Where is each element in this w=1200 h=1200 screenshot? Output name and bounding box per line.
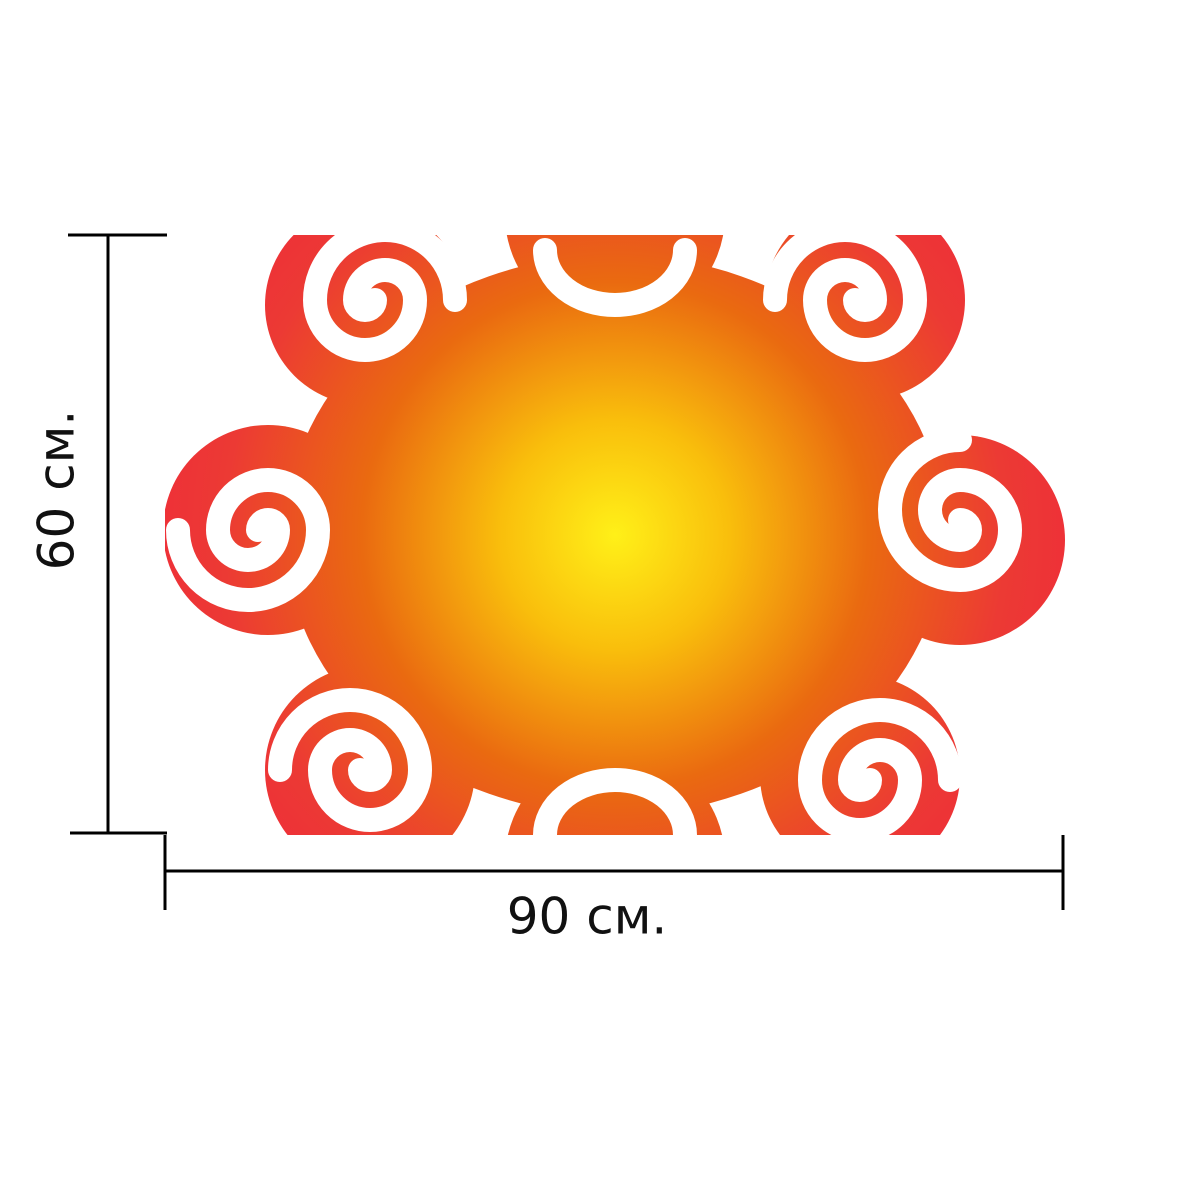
width-label: 90 см. [507,888,668,946]
dimension-lines [68,233,1065,910]
height-label: 60 см. [28,410,86,571]
sun-shape [165,235,1065,835]
